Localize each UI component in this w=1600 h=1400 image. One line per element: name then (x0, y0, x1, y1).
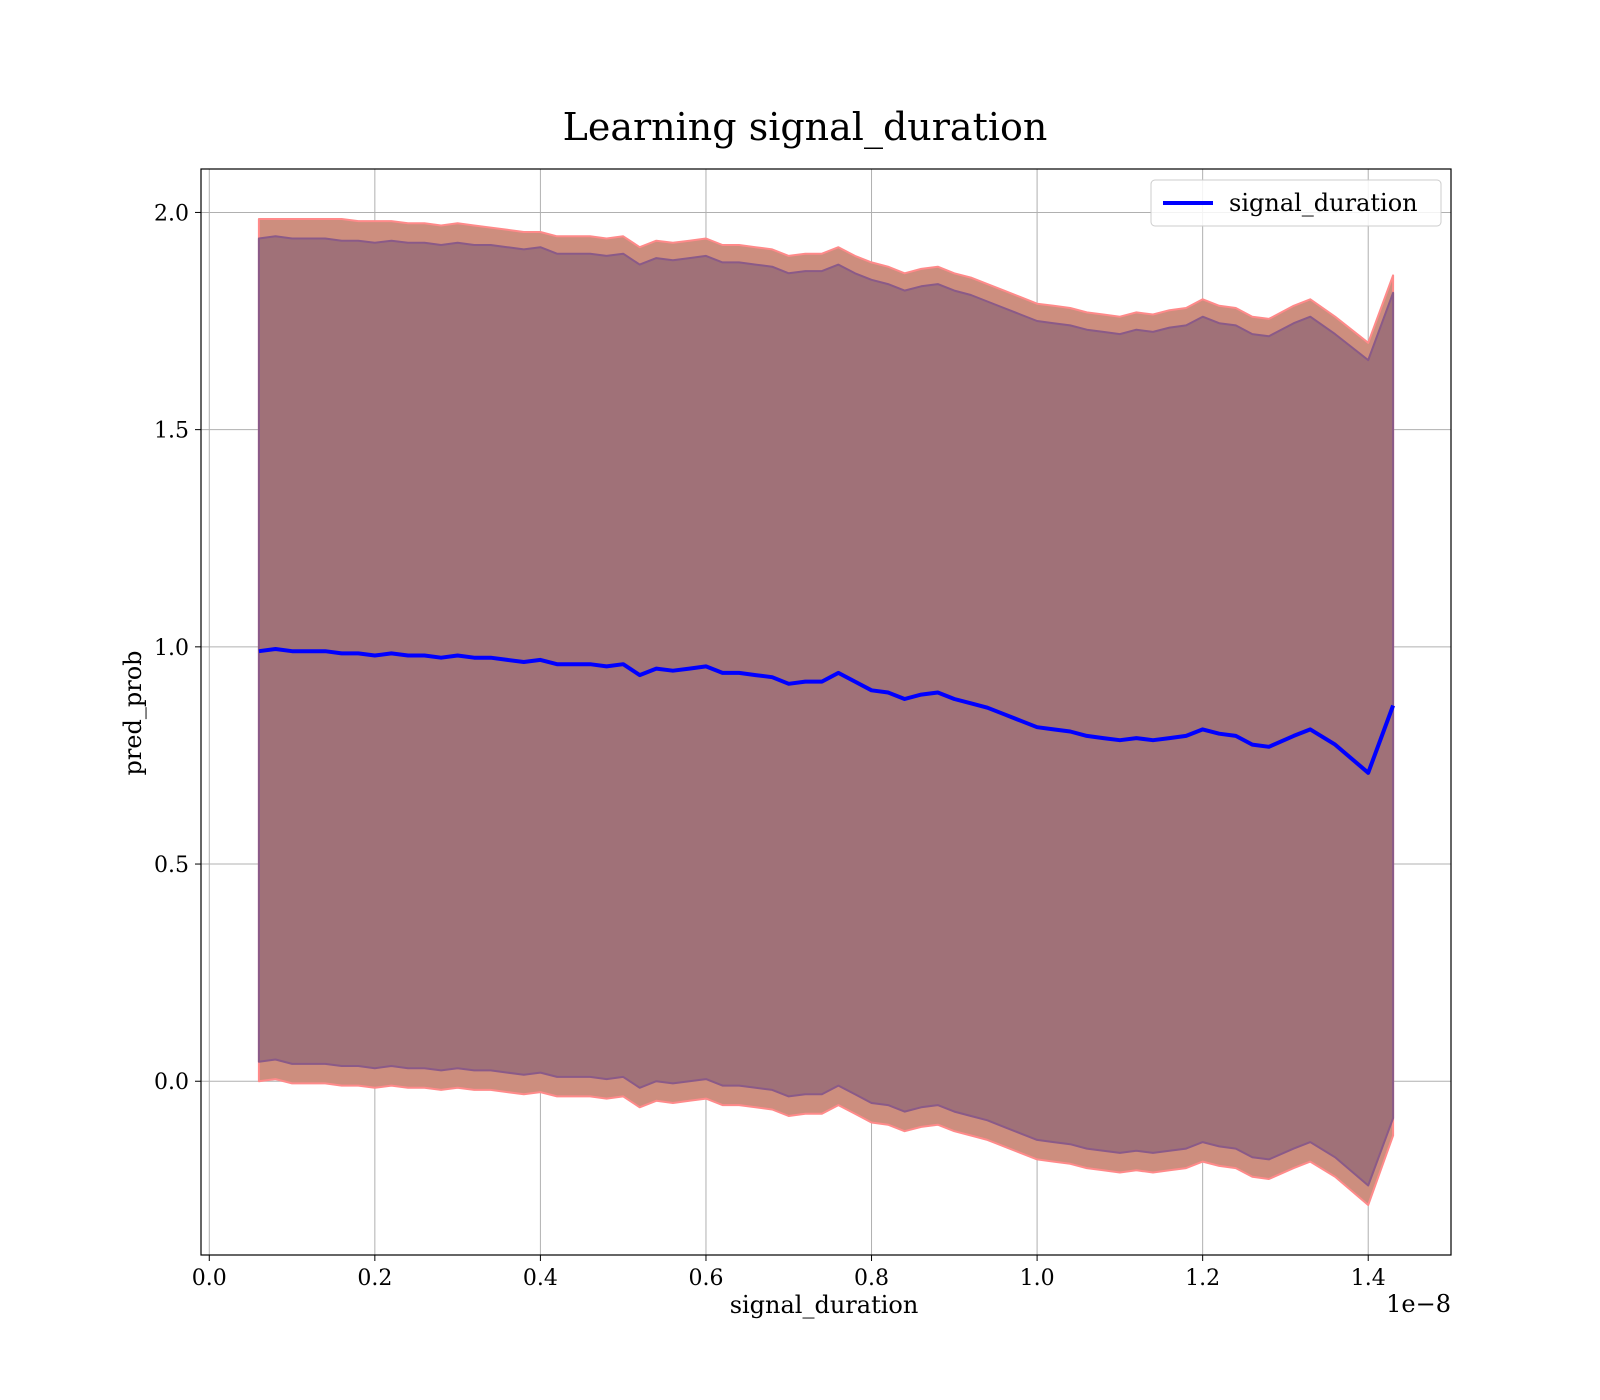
x-axis-offset-label: 1e−8 (1386, 1290, 1451, 1318)
y-axis-label: pred_prob (119, 650, 147, 775)
y-tick-label: 0.0 (154, 1070, 189, 1095)
x-tick-label: 1.4 (1351, 1266, 1386, 1291)
x-tick-label: 1.0 (1020, 1266, 1055, 1291)
plot-area (200, 168, 1452, 1256)
x-tick-label: 0.6 (688, 1266, 723, 1291)
series-line-signal-duration (258, 647, 1395, 775)
x-tick-label: 0.2 (357, 1266, 392, 1291)
x-tick-label: 0.8 (854, 1266, 889, 1291)
series-lines (258, 647, 1395, 775)
legend-label: signal_duration (1229, 189, 1418, 217)
x-tick-label: 1.2 (1185, 1266, 1220, 1291)
y-tick-label: 0.5 (154, 853, 189, 878)
band-inner (257, 235, 1395, 1187)
y-tick-label: 1.0 (154, 636, 189, 661)
x-axis-ticks: 0.0 0.2 0.4 0.6 0.8 1.0 1.2 1.4 (192, 1255, 1386, 1291)
legend: signal_duration (1150, 179, 1442, 227)
y-tick-label: 1.5 (154, 419, 189, 444)
legend-box (1150, 179, 1442, 227)
plot-frame (200, 168, 1452, 1256)
chart-title: Learning signal_duration (563, 105, 1048, 150)
uncertainty-bands (257, 218, 1395, 1206)
x-axis-label: signal_duration (730, 1291, 919, 1319)
x-tick-label: 0.4 (523, 1266, 558, 1291)
x-tick-label: 0.0 (192, 1266, 227, 1291)
y-axis-ticks: 0.0 0.5 1.0 1.5 2.0 (154, 201, 201, 1095)
y-tick-label: 2.0 (154, 201, 189, 226)
